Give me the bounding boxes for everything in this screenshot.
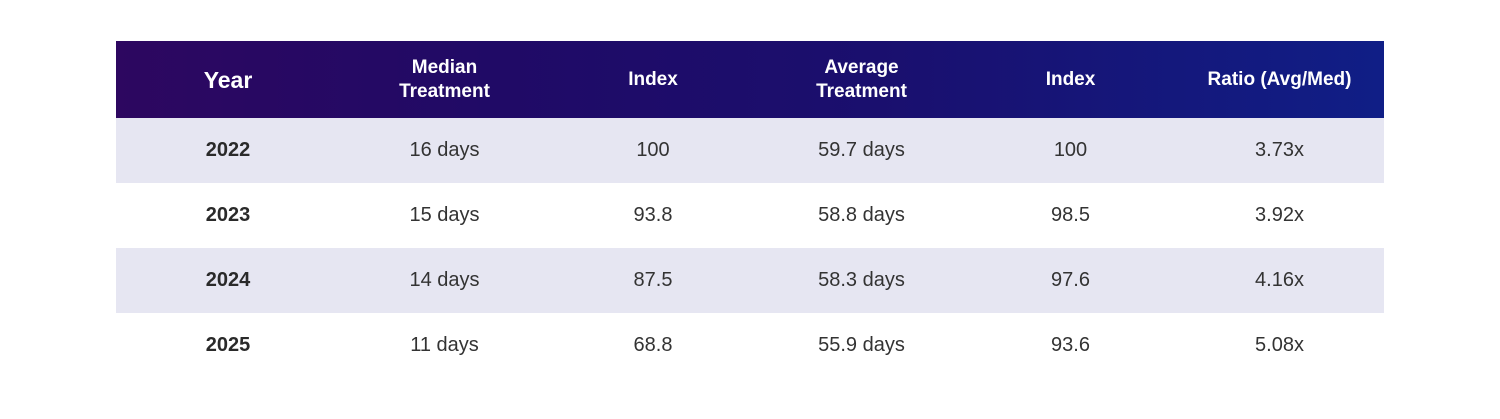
- cell-average-treatment: 58.8 days: [818, 204, 905, 226]
- cell-average-index: 98.5: [1051, 204, 1090, 226]
- header-label: Index: [1045, 68, 1096, 90]
- cell-median-treatment: 16 days: [409, 139, 480, 161]
- header-label: Treatment: [399, 80, 490, 102]
- header-label: Treatment: [816, 80, 907, 102]
- table-row: 2025 11 days 68.8 55.9 days 93.6 5.08x: [116, 313, 1384, 378]
- cell-median-index: 87.5: [633, 269, 673, 291]
- header-average-index: Index: [966, 41, 1175, 118]
- cell-median-treatment: 15 days: [409, 204, 480, 226]
- cell-median-index: 100: [636, 139, 670, 161]
- header-label: Year: [203, 66, 253, 93]
- header-row: Year Median Treatment Index Average Trea…: [116, 41, 1384, 118]
- table-header: Year Median Treatment Index Average Trea…: [116, 41, 1384, 118]
- cell-median-index: 93.8: [633, 204, 673, 226]
- table-row: 2024 14 days 87.5 58.3 days 97.6 4.16x: [116, 248, 1384, 313]
- cell-average-treatment: 59.7 days: [818, 139, 905, 161]
- cell-average-index: 100: [1053, 139, 1088, 161]
- header-label: Index: [628, 68, 678, 90]
- header-label: Median: [411, 56, 478, 78]
- header-label: Average: [824, 56, 899, 78]
- data-table-container: Year Median Treatment Index Average Trea…: [116, 41, 1384, 378]
- table-row: 2022 16 days 100 59.7 days 100 3.73x: [116, 118, 1384, 183]
- header-ratio: Ratio (Avg/Med): [1175, 41, 1384, 118]
- cell-ratio: 3.73x: [1255, 139, 1304, 161]
- cell-median-treatment: 14 days: [409, 269, 480, 291]
- cell-ratio: 4.16x: [1255, 269, 1304, 291]
- cell-average-treatment: 58.3 days: [818, 269, 905, 291]
- cell-ratio: 3.92x: [1255, 204, 1304, 226]
- cell-ratio: 5.08x: [1255, 334, 1304, 356]
- header-average-treatment: Average Treatment: [757, 41, 966, 118]
- cell-year: 2025: [205, 334, 251, 356]
- cell-year: 2024: [205, 269, 251, 291]
- cell-average-index: 97.6: [1051, 269, 1090, 291]
- treatment-table: Year Median Treatment Index Average Trea…: [116, 41, 1384, 378]
- cell-year: 2023: [205, 204, 251, 226]
- header-median-index: Index: [549, 41, 757, 118]
- header-year: Year: [116, 41, 340, 118]
- cell-median-index: 68.8: [633, 334, 673, 356]
- table-row: 2023 15 days 93.8 58.8 days 98.5 3.92x: [116, 183, 1384, 248]
- cell-average-index: 93.6: [1051, 334, 1090, 356]
- header-label: Ratio (Avg/Med): [1207, 68, 1352, 90]
- cell-average-treatment: 55.9 days: [818, 334, 905, 356]
- header-median-treatment: Median Treatment: [340, 41, 549, 118]
- cell-median-treatment: 11 days: [410, 334, 479, 356]
- table-body: 2022 16 days 100 59.7 days 100 3.73x 202…: [116, 118, 1384, 378]
- cell-year: 2022: [205, 139, 251, 161]
